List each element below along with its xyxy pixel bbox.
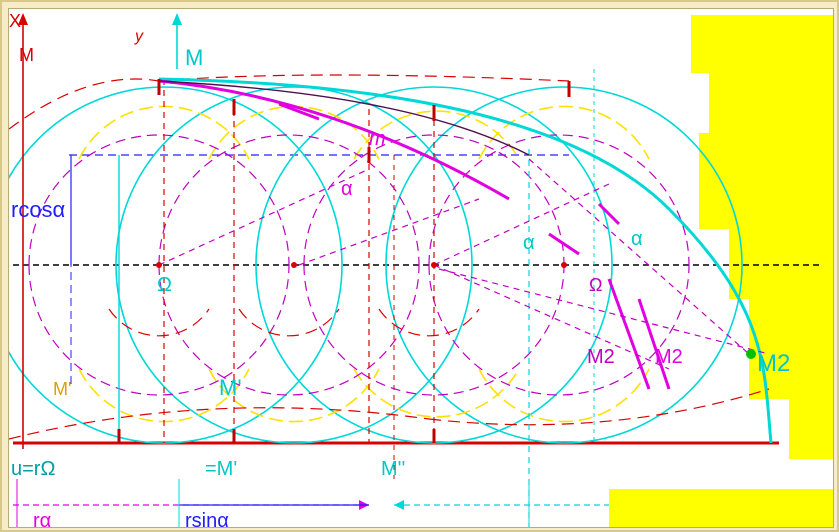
points [156,262,756,359]
m-arc-label: m [369,128,386,150]
y-axis-arrowhead [172,13,182,25]
m-prime-mid-label: M' [219,375,242,400]
m2-label-a: M2 [587,346,615,368]
yellow-highlight-band [609,15,833,527]
vertical-lines [70,69,595,527]
m-prime-bottom-label: =M' [205,458,237,480]
dark-curve [158,80,530,156]
red-ticks [117,79,571,443]
alpha-label-1: α [341,178,353,200]
m-top-left-label: M [19,45,34,65]
magenta-segments [278,102,671,390]
m-top-label: M [185,45,203,70]
cycloid-curve [158,77,773,444]
dimension-lines [13,479,609,527]
m-prime-left-label: M' [53,379,71,399]
r-sin-alpha-label: rsinα [185,510,229,528]
x-axis-label: X [9,11,21,31]
r-alpha-label: rα [33,510,51,528]
r-cos-alpha-label: rcosα [11,197,66,222]
diagram-canvas: X y M M m α α α rcosα Ω Ω M' M' M2 M2 M2… [8,8,834,528]
u-eq-label: u=rΩ [11,458,55,480]
omega-label-2: Ω [589,275,602,295]
y-axis-label: y [134,28,144,45]
omega-label: Ω [157,274,172,296]
cycloid-diagram: X y M M m α α α rcosα Ω Ω M' M' M2 M2 M2… [9,11,833,528]
m2-right-label: M2 [757,350,790,377]
magenta-trajectory [158,79,510,201]
m-double-prime-label: M'' [381,458,405,480]
alpha-label-3: α [631,228,643,250]
magenta-chords [158,158,770,370]
circle-4 [385,86,743,444]
m2-label-b: M2 [655,346,683,368]
x-axis-arrowhead [18,13,28,25]
alpha-label-2: α [523,232,535,254]
red-arcs [9,74,770,440]
